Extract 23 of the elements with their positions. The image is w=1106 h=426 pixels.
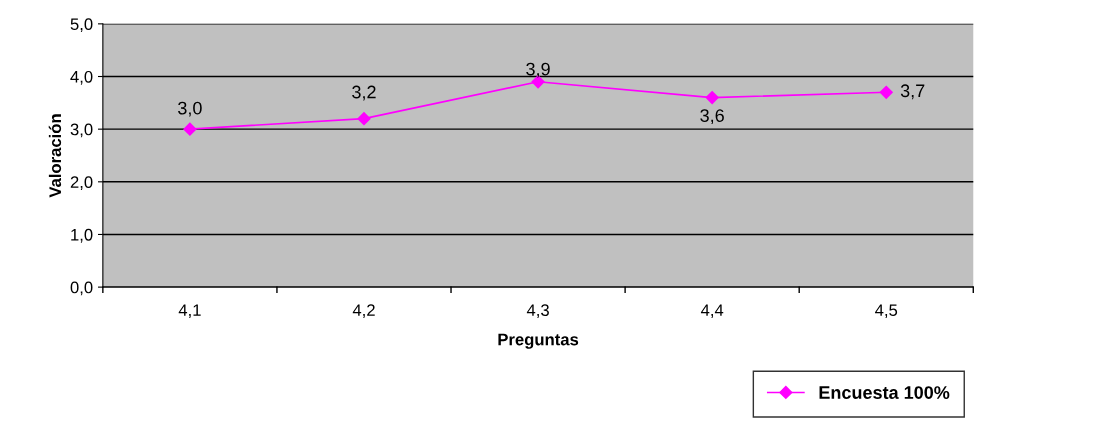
x-tick-label: 4,1 <box>178 304 201 318</box>
data-label: 3,0 <box>178 101 202 117</box>
point <box>183 122 197 136</box>
data-label: 3,9 <box>526 62 550 78</box>
legend-label: Encuesta 100% <box>819 386 950 399</box>
y-tick-label: 1,0 <box>71 228 93 243</box>
x-tick-label: 4,3 <box>526 304 549 318</box>
x-tick-label: 4,5 <box>875 304 898 318</box>
x-tick-label: 4,2 <box>352 304 375 318</box>
x-tick-label: 4,4 <box>700 304 724 318</box>
y-tick-label: 3,0 <box>70 123 93 138</box>
point <box>357 112 371 126</box>
y-tick-label: 0,0 <box>70 281 93 296</box>
data-label: 3,7 <box>900 84 925 100</box>
y-tick-label: 5,0 <box>70 18 93 33</box>
point <box>705 90 719 105</box>
y-axis-title: Valoración <box>48 114 62 198</box>
x-axis-title: Preguntas <box>498 333 579 349</box>
data-label: 3,2 <box>352 85 376 101</box>
y-tick-label: 2,0 <box>70 176 93 190</box>
data-label: 3,6 <box>700 109 724 125</box>
point <box>879 85 893 99</box>
y-tick-label: 4,0 <box>70 70 93 85</box>
